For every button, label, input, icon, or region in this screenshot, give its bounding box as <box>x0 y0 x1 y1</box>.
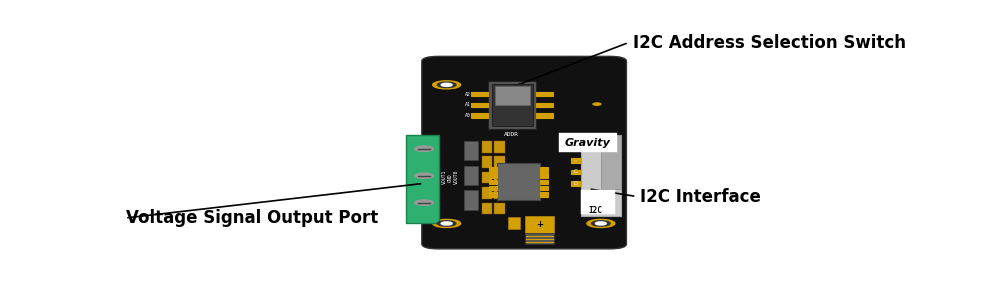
Text: I2C: I2C <box>588 206 602 215</box>
Bar <box>489 173 497 178</box>
Bar <box>601 135 621 189</box>
Text: Gravity: Gravity <box>565 137 611 148</box>
Bar <box>540 167 548 172</box>
Bar <box>406 135 439 224</box>
Bar <box>559 133 617 152</box>
Bar <box>471 113 488 118</box>
Circle shape <box>441 222 452 225</box>
Bar <box>464 166 478 185</box>
Bar <box>489 186 497 190</box>
Circle shape <box>415 200 433 205</box>
Text: Voltage Signal Output Port: Voltage Signal Output Port <box>126 209 378 227</box>
Text: I2C Interface: I2C Interface <box>640 188 761 206</box>
Text: I2C Address Selection Switch: I2C Address Selection Switch <box>633 34 906 52</box>
Bar <box>464 190 478 210</box>
Bar <box>494 141 505 153</box>
Bar <box>495 86 530 105</box>
Bar <box>497 163 540 200</box>
Bar <box>494 187 505 199</box>
Bar <box>540 192 548 197</box>
Bar <box>492 84 533 126</box>
Circle shape <box>592 221 610 226</box>
Circle shape <box>433 220 461 227</box>
Text: VOUT1: VOUT1 <box>442 170 447 184</box>
Text: +: + <box>574 146 578 151</box>
Bar <box>536 113 553 118</box>
Text: ADDR: ADDR <box>504 132 519 137</box>
Bar <box>525 216 554 233</box>
Bar <box>540 180 548 184</box>
Circle shape <box>437 82 456 88</box>
Text: A2: A2 <box>465 92 471 97</box>
Bar <box>471 92 488 96</box>
Circle shape <box>415 173 433 178</box>
Bar <box>536 92 553 96</box>
Bar <box>571 146 581 151</box>
Text: A1: A1 <box>465 102 471 107</box>
Bar <box>482 187 492 199</box>
Text: VOUT0: VOUT0 <box>454 170 459 184</box>
FancyBboxPatch shape <box>422 56 626 249</box>
Bar <box>489 180 497 184</box>
Bar <box>581 135 621 216</box>
Bar <box>482 172 492 183</box>
Bar <box>489 192 497 197</box>
Bar <box>488 81 536 129</box>
Text: +: + <box>536 220 543 229</box>
Bar <box>494 172 505 183</box>
Bar <box>581 190 615 214</box>
Bar <box>482 203 492 214</box>
Text: A0: A0 <box>465 113 471 118</box>
Bar <box>571 170 581 174</box>
Bar <box>489 167 497 172</box>
Bar <box>471 103 488 107</box>
Bar <box>482 157 492 168</box>
Bar <box>494 203 505 214</box>
Bar <box>494 157 505 168</box>
Text: -: - <box>575 158 577 163</box>
Text: GND: GND <box>448 173 453 182</box>
Bar <box>508 217 520 229</box>
Bar <box>482 141 492 153</box>
Circle shape <box>415 146 433 151</box>
Bar <box>525 233 554 244</box>
Circle shape <box>437 221 456 226</box>
Circle shape <box>595 222 606 225</box>
Bar <box>536 103 553 107</box>
Circle shape <box>593 103 601 105</box>
Circle shape <box>441 83 452 86</box>
Text: D: D <box>574 181 578 186</box>
Text: C: C <box>574 169 578 174</box>
Bar <box>464 141 478 160</box>
Circle shape <box>587 220 615 227</box>
Bar <box>571 181 581 186</box>
Bar <box>540 186 548 190</box>
Bar <box>571 158 581 163</box>
Bar <box>540 173 548 178</box>
Circle shape <box>433 81 461 89</box>
